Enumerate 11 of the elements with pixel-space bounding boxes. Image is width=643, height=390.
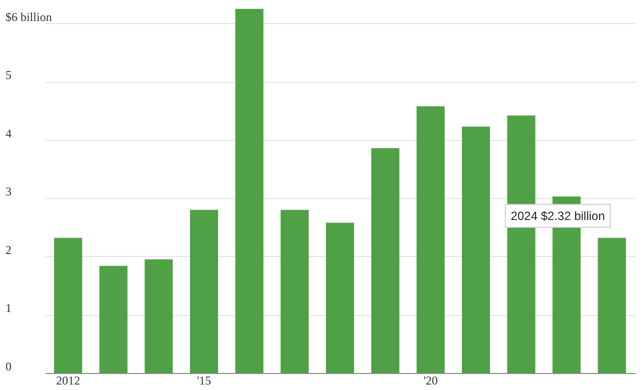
y-tick-label: 0 bbox=[6, 360, 12, 374]
y-tick-label: 1 bbox=[6, 301, 12, 316]
y-tick-label: 4 bbox=[6, 126, 12, 140]
x-tick-label: 2012 bbox=[56, 374, 80, 388]
x-tick-label: '15 bbox=[196, 374, 212, 388]
x-tick-label: '20 bbox=[424, 374, 438, 388]
y-tick-label: 3 bbox=[6, 184, 12, 199]
annotation: 2024 $2.32 billion bbox=[510, 208, 605, 223]
y-tick-label: 2 bbox=[6, 242, 12, 257]
y-tick-label: $6 billion bbox=[6, 10, 52, 24]
y-tick-label: 5 bbox=[6, 68, 12, 82]
